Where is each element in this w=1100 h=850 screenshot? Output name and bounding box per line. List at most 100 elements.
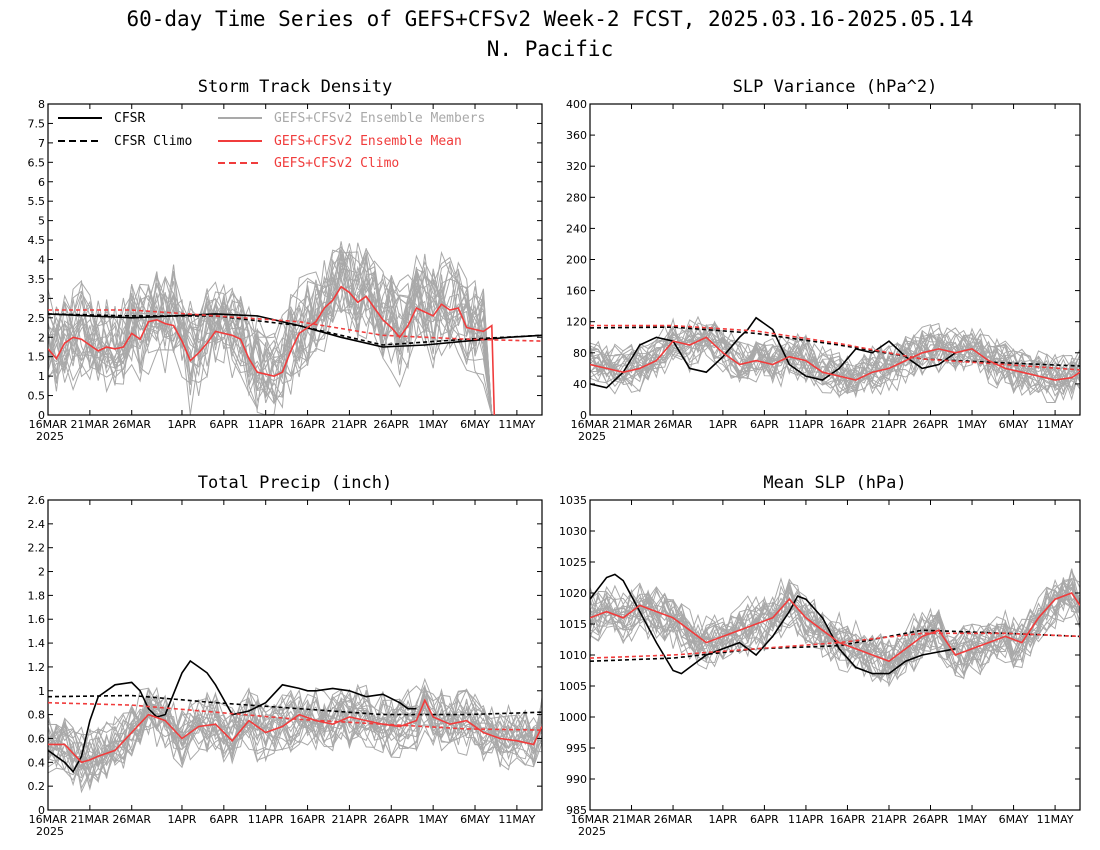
series-line-cfsr [48, 313, 542, 348]
y-tick-label: 0.8 [28, 709, 46, 722]
x-tick-label: 26APR [373, 813, 409, 826]
x-tick-label: 1MAY [418, 813, 448, 826]
y-tick-label: 2.2 [28, 542, 46, 555]
x-tick-label: 6APR [750, 418, 779, 431]
plot-frame [47, 499, 543, 811]
legend-label: CFSR Climo [114, 134, 192, 149]
y-tick-label: 1000 [559, 711, 587, 724]
ensemble-member-line [590, 577, 1080, 677]
x-tick-label: 1APR [168, 813, 197, 826]
ensemble-member-line [590, 568, 1080, 666]
ensemble-members [590, 315, 1080, 404]
panel-title: Storm Track Density [198, 77, 392, 97]
y-tick-label: 400 [566, 98, 587, 111]
ensemble-member-line [48, 706, 542, 782]
y-tick-label: 40 [573, 378, 587, 391]
x-tick-label: 26MAR [112, 418, 151, 431]
y-tick-label: 2 [38, 331, 45, 344]
y-tick-label: 160 [566, 285, 587, 298]
ensemble-member-line [590, 333, 1080, 403]
y-tick-label: 990 [566, 773, 587, 786]
y-tick-label: 1020 [559, 587, 587, 600]
ensemble-members [48, 241, 493, 415]
series-lines [48, 659, 542, 774]
x-tick-label: 26APR [913, 813, 949, 826]
y-tick-label: 1030 [559, 525, 587, 538]
y-tick-label: 0 [580, 409, 587, 422]
x-tick-label: 26MAR [112, 813, 151, 826]
x-tick-label: 1MAY [418, 418, 448, 431]
y-tick-label: 1010 [559, 649, 587, 662]
x-tick-label: 1APR [168, 418, 197, 431]
x-tick-label: 1MAY [957, 813, 987, 826]
x-tick-label: 26APR [913, 418, 949, 431]
x-tick-label: 1APR [708, 813, 737, 826]
y-tick-label: 0.6 [28, 732, 46, 745]
x-tick-label: 11APR [248, 418, 284, 431]
x-tick-label: 26MAR [654, 418, 693, 431]
ensemble-member-line [590, 588, 1080, 677]
chart-panel-4: Mean SLP (hPa) 985 990 995 1000 1005 1010 1015 1… [559, 473, 1081, 838]
x-tick-label: 16APR [830, 418, 866, 431]
x-tick-label: 16APR [830, 813, 866, 826]
x-tick-label: 1MAY [957, 418, 987, 431]
ensemble-member-line [48, 253, 493, 415]
x-tick-label: 21APR [871, 418, 907, 431]
ensemble-members [590, 568, 1080, 688]
chart-panel-3: Total Precip (inch) 0 0.2 0.4 0.6 0.8 1 1.2 1.4 1… [28, 473, 543, 838]
y-tick-label: 240 [566, 222, 587, 235]
series-line-gefs-cfsv2-ensemble-mean [590, 592, 1080, 663]
x-tick-label: 16APR [290, 813, 326, 826]
ensemble-member-line [48, 688, 542, 767]
series-line-gefs-cfsv2-climo [48, 309, 542, 342]
x-year-label: 2025 [36, 430, 64, 443]
ensemble-member-line [590, 340, 1080, 397]
y-tick-label: 6 [38, 176, 45, 189]
ensemble-member-line [48, 247, 493, 415]
y-tick-label: 995 [566, 742, 587, 755]
ensemble-member-line [48, 694, 542, 794]
legend-label: GEFS+CFSv2 Ensemble Mean [274, 134, 462, 149]
x-year-label: 2025 [578, 430, 606, 443]
x-tick-label: 11MAY [1037, 813, 1074, 826]
x-tick-label: 11MAY [498, 418, 535, 431]
figure-title: 60-day Time Series of GEFS+CFSv2 Week-2 … [126, 7, 973, 31]
y-tick-label: 4.5 [28, 234, 46, 247]
x-tick-label: 16APR [290, 418, 326, 431]
x-tick-label: 11MAY [498, 813, 535, 826]
y-tick-label: 1035 [559, 494, 587, 507]
x-tick-label: 16MAR [29, 418, 68, 431]
panels: Storm Track Density 0 0.5 1 1.5 2 2.5 3 3.5 4 4.5 5… [28, 77, 1081, 838]
ensemble-member-line [48, 249, 493, 415]
ensemble-member-line [48, 688, 542, 771]
x-tick-label: 6APR [750, 813, 779, 826]
x-tick-label: 21MAR [612, 418, 651, 431]
x-year-label: 2025 [36, 825, 64, 838]
series-line-gefs-cfsv2-climo [590, 632, 1080, 659]
y-tick-label: 7 [38, 137, 45, 150]
x-tick-label: 6MAY [999, 813, 1029, 826]
chart-panel-2: SLP Variance (hPa^2) 0 40 80 120 160 200 240 280… [566, 77, 1081, 443]
y-tick-label: 3.5 [28, 273, 46, 286]
y-tick-label: 0.2 [28, 780, 46, 793]
ensemble-member-line [590, 317, 1080, 384]
legend-label: CFSR [114, 111, 145, 126]
ensemble-member-line [590, 577, 1080, 676]
ensemble-member-line [48, 677, 542, 774]
y-tick-label: 2.6 [28, 494, 46, 507]
y-tick-label: 1.6 [28, 613, 46, 626]
ensemble-member-line [590, 320, 1080, 387]
x-tick-label: 21MAR [71, 418, 110, 431]
chart-panel-1: Storm Track Density 0 0.5 1 1.5 2 2.5 3 3.5 4 4.5 5… [28, 77, 543, 443]
panel-title: SLP Variance (hPa^2) [733, 77, 938, 97]
series-line-gefs-cfsv2-ensemble-mean [590, 336, 1080, 381]
x-tick-label: 26MAR [654, 813, 693, 826]
ensemble-member-line [48, 683, 542, 762]
x-tick-label: 21APR [332, 813, 368, 826]
y-tick-label: 0 [38, 409, 45, 422]
ensemble-member-line [590, 588, 1080, 667]
ensemble-member-line [48, 252, 493, 415]
y-tick-label: 320 [566, 160, 587, 173]
figure-subtitle: N. Pacific [487, 37, 613, 61]
